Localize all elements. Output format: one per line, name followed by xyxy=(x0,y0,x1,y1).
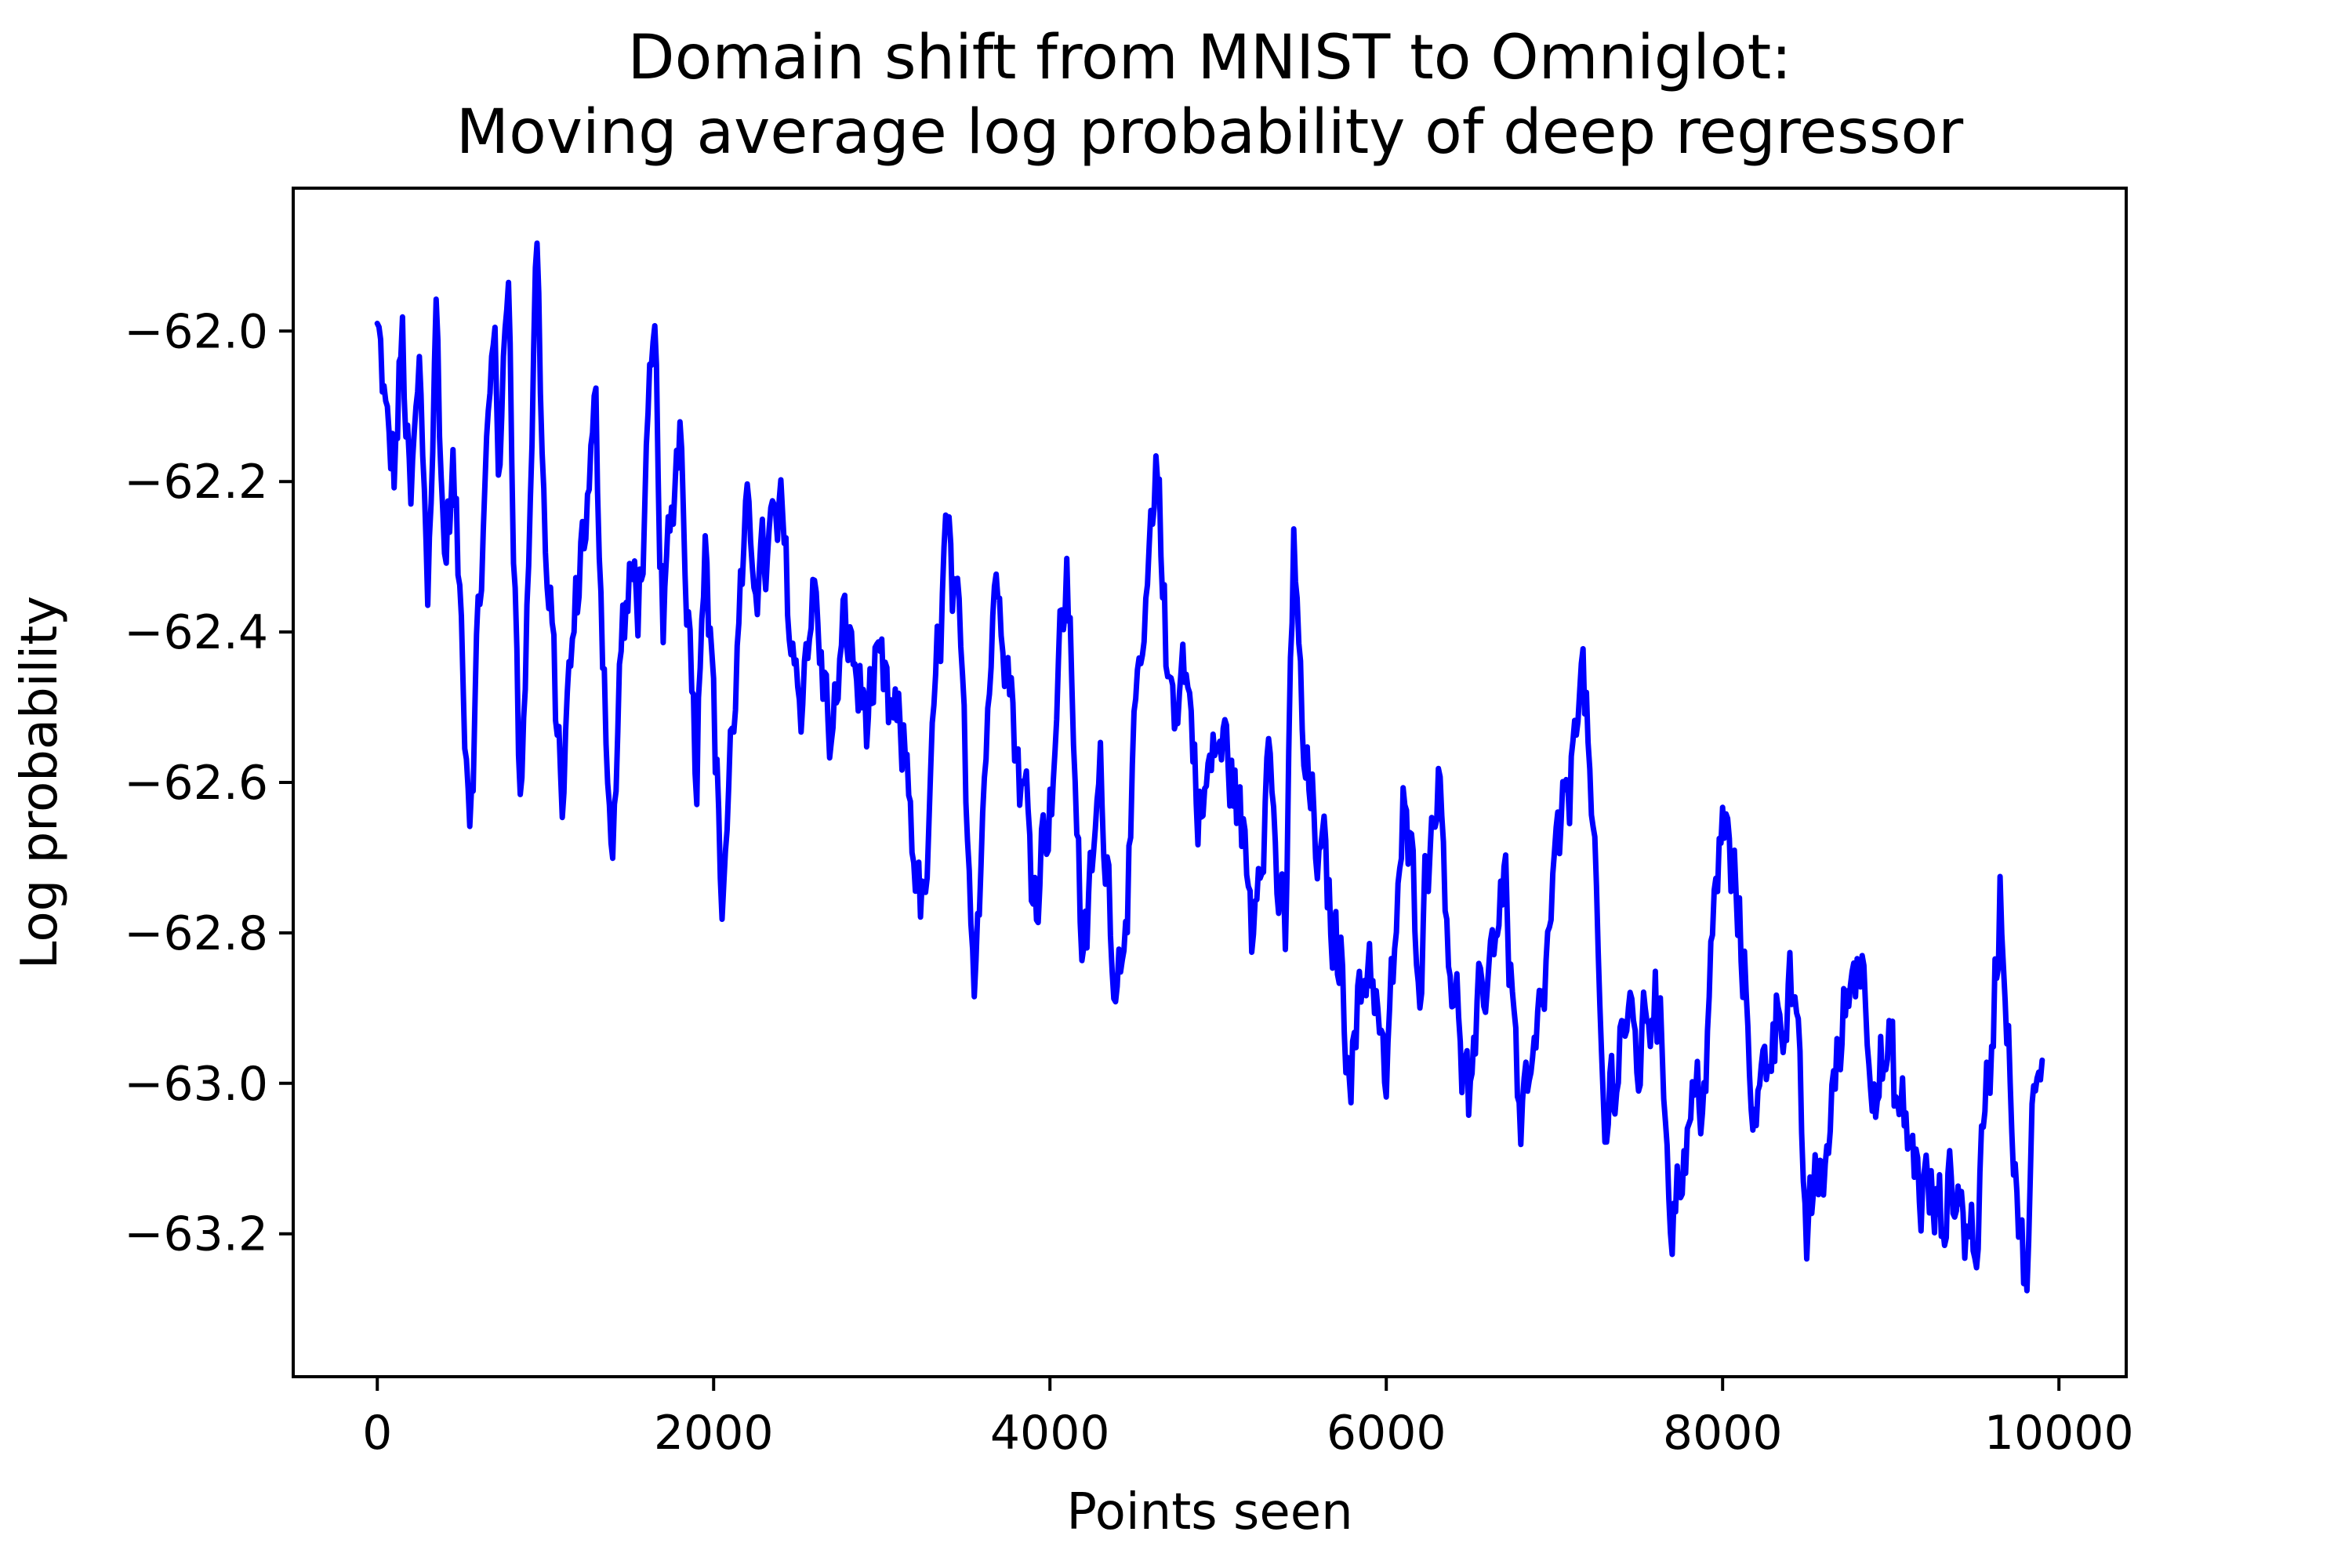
y-tick-label: −62.6 xyxy=(124,756,268,811)
y-tick-label: −62.0 xyxy=(124,304,268,359)
x-tick-label: 4000 xyxy=(990,1406,1110,1461)
y-axis: −62.0 −62.2 −62.4 −62.6 −62.8 −63.0 −63.2 xyxy=(124,304,293,1262)
x-tick-label: 2000 xyxy=(654,1406,774,1461)
series-line xyxy=(374,240,2045,1294)
plot-area-frame xyxy=(292,187,2128,1378)
x-axis: 0 2000 4000 6000 8000 10000 xyxy=(362,1377,2134,1461)
y-tick-label: −63.2 xyxy=(124,1207,268,1262)
y-tick-label: −62.2 xyxy=(124,455,268,510)
y-tick-label: −63.0 xyxy=(124,1057,268,1112)
x-tick-label: 6000 xyxy=(1327,1406,1446,1461)
x-tick-label: 0 xyxy=(362,1406,392,1461)
y-tick-label: −62.8 xyxy=(124,906,268,961)
x-tick-label: 10000 xyxy=(1984,1406,2134,1461)
chart-title-line-1: Domain shift from MNIST to Omniglot: xyxy=(628,23,1792,93)
y-tick-label: −62.4 xyxy=(124,605,268,660)
x-axis-label: Points seen xyxy=(1066,1483,1352,1541)
y-axis-label: Log probability xyxy=(11,596,69,969)
x-tick-label: 8000 xyxy=(1663,1406,1783,1461)
chart-title-line-2: Moving average log probability of deep r… xyxy=(456,97,1964,168)
